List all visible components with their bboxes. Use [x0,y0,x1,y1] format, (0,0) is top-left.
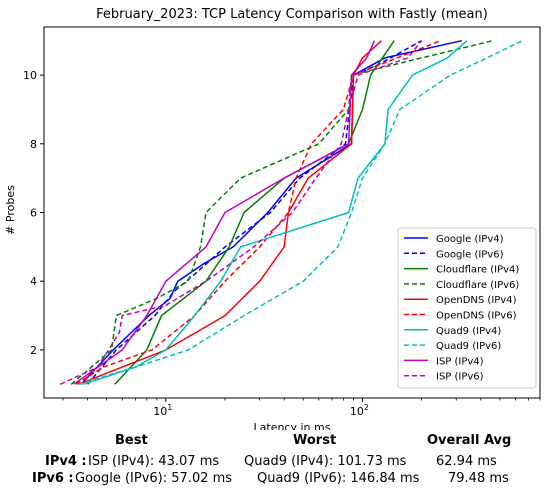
legend-label: Cloudflare (IPv6) [436,280,519,291]
series-line [78,40,383,385]
x-tick-label: 102 [350,403,369,418]
x-axis-label: Latency in ms [254,421,331,430]
summary-avg-value: 79.48 ms [448,471,509,486]
summary-avg-value: 62.94 ms [436,454,497,469]
x-tick-label: 101 [153,403,172,418]
summary-row-label: IPv4 : [45,454,87,469]
legend-label: Google (IPv4) [436,234,504,245]
summary-worst-value: Quad9 (IPv4): 101.73 ms [244,454,407,469]
summary-row-label: IPv6 : [32,471,74,486]
summary-header-avg: Overall Avg [427,433,512,448]
legend-label: ISP (IPv4) [436,356,484,367]
legend-label: Google (IPv6) [436,249,504,260]
summary-header-best: Best [115,433,148,448]
series-line [75,40,441,385]
y-tick-label: 4 [30,275,37,288]
y-tick-label: 10 [23,69,37,82]
y-tick-label: 2 [30,344,37,357]
y-tick-label: 8 [30,138,37,151]
legend-label: OpenDNS (IPv4) [436,295,517,306]
series-line [73,40,376,385]
legend-label: Quad9 (IPv6) [436,341,501,352]
series-line [82,40,468,386]
summary-header-worst: Worst [293,433,337,448]
series-line [78,40,523,386]
series-line [87,40,422,385]
summary-worst-value: Quad9 (IPv6): 146.84 ms [257,471,420,486]
series-line [59,40,423,385]
series-line [114,40,395,385]
legend-label: OpenDNS (IPv6) [436,311,517,322]
legend-label: Cloudflare (IPv4) [436,265,519,276]
plot-area: 2 4 6 8 10 101 102 Google (IPv4) Google (IPv6) Cl… [23,26,541,418]
legend-label: ISP (IPv6) [436,372,484,383]
summary-best-value: Google (IPv6): 57.02 ms [75,471,233,486]
y-axis-label: # Probes [4,185,17,235]
chart-title: February_2023: TCP Latency Comparison wi… [96,7,488,22]
legend-box [397,227,537,389]
legend-label: Quad9 (IPv4) [436,326,501,337]
y-tick-label: 6 [30,207,37,220]
chart: February_2023: TCP Latency Comparison wi… [4,7,541,430]
summary-best-value: ISP (IPv4): 43.07 ms [88,454,220,469]
